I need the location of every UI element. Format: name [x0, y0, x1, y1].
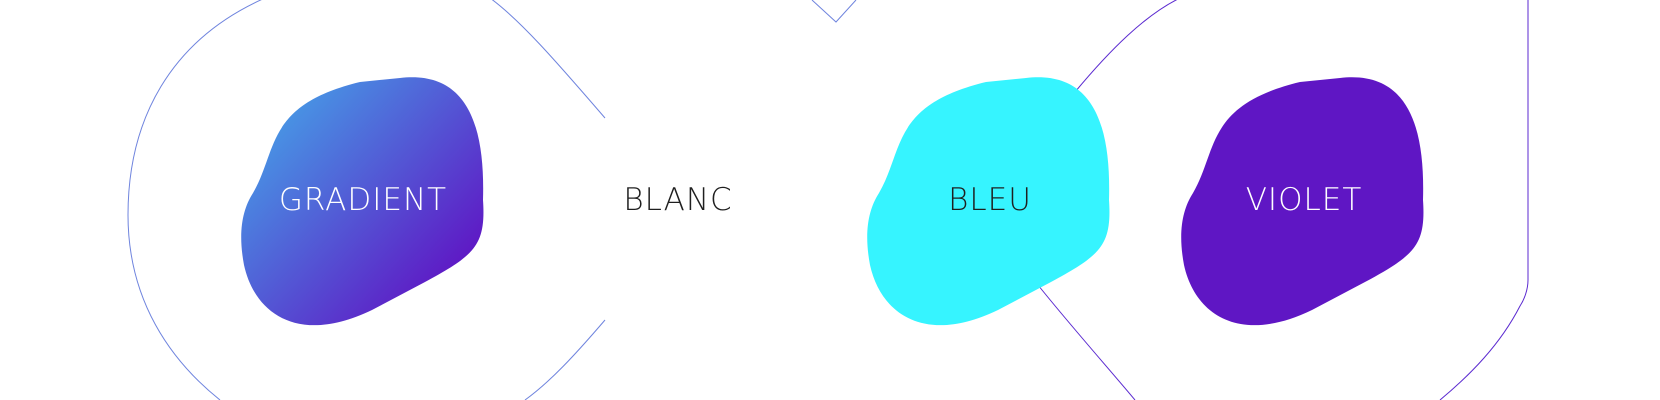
violet-label: VIOLET	[1245, 182, 1363, 218]
outline-right-shape	[1037, 0, 1529, 400]
gradient-blob	[241, 77, 484, 326]
gradient-label: GRADIENT	[278, 182, 448, 218]
bleu-blob	[867, 77, 1110, 326]
bleu-label: BLEU	[948, 182, 1032, 218]
blanc-label: BLANC	[623, 182, 733, 218]
violet-blob	[1181, 77, 1424, 326]
outline-left-shape	[127, 0, 606, 400]
outline-left-lower	[524, 319, 606, 400]
outline-top-notch	[811, 0, 857, 23]
